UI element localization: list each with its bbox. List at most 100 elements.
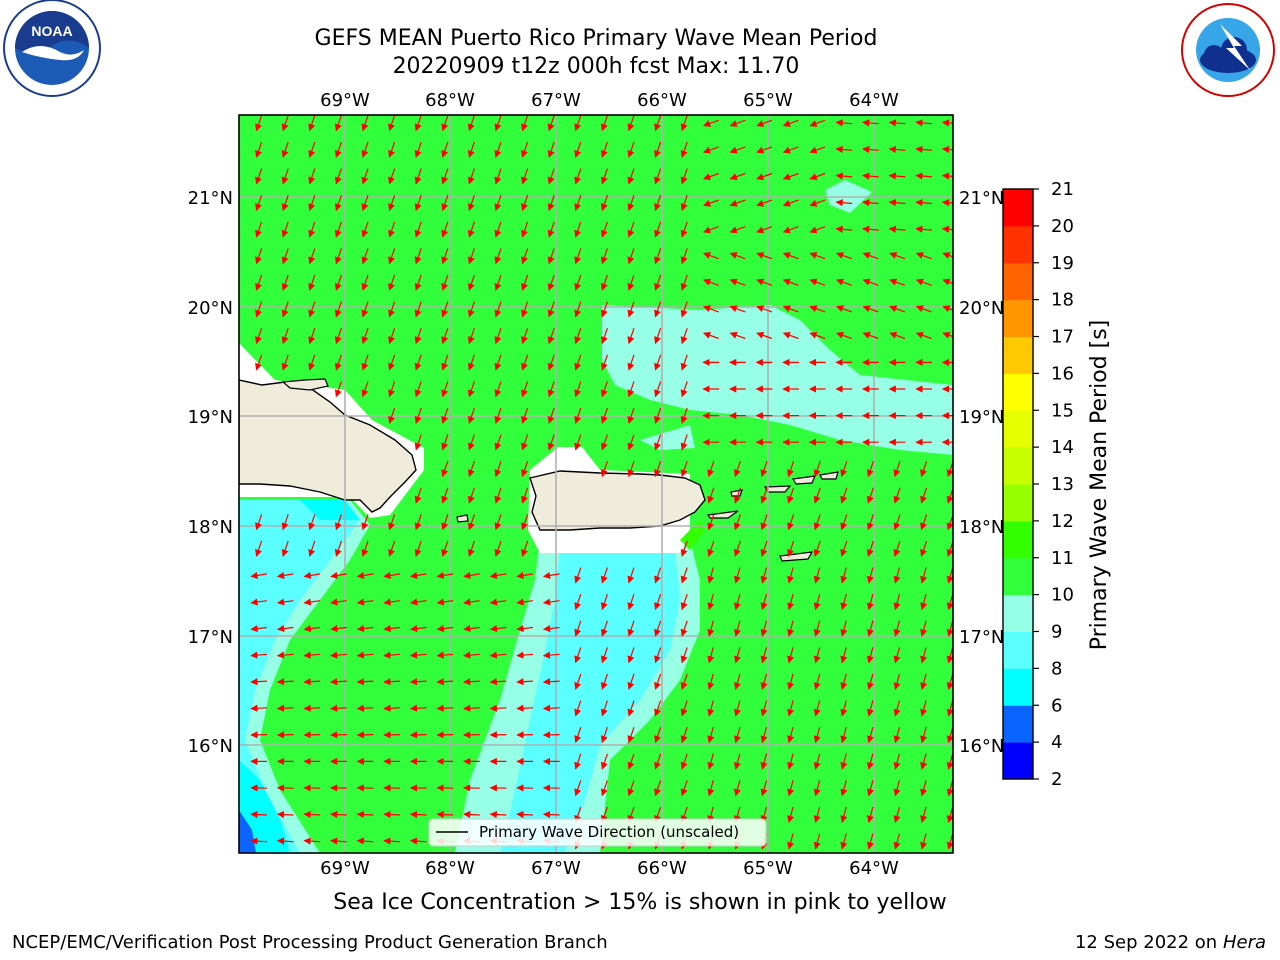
wave-direction-arrow bbox=[436, 624, 454, 633]
wave-direction-arrow bbox=[441, 434, 449, 451]
colorbar-tick-label: 9 bbox=[1051, 622, 1062, 643]
wave-direction-arrow bbox=[356, 810, 374, 819]
colorbar-tick-label: 19 bbox=[1051, 253, 1074, 274]
map-frame bbox=[238, 114, 954, 854]
wave-direction-arrow bbox=[441, 354, 449, 371]
wave-direction-arrow bbox=[866, 647, 874, 664]
wave-direction-arrow bbox=[521, 487, 529, 504]
wave-direction-arrow bbox=[862, 225, 879, 233]
wave-direction-arrow bbox=[680, 274, 688, 291]
wave-direction-arrow bbox=[467, 381, 475, 398]
wave-direction-arrow bbox=[255, 514, 263, 531]
wave-direction-arrow bbox=[920, 806, 928, 823]
wave-direction-arrow bbox=[467, 354, 475, 371]
wave-direction-arrow bbox=[941, 225, 953, 233]
wave-direction-arrow bbox=[889, 305, 906, 313]
wave-direction-arrow bbox=[467, 195, 475, 212]
wave-direction-arrow bbox=[600, 673, 608, 690]
wave-direction-arrow bbox=[840, 673, 848, 690]
wave-direction-arrow bbox=[574, 248, 582, 265]
wave-direction-arrow bbox=[813, 753, 821, 770]
wave-direction-arrow bbox=[250, 571, 267, 580]
wave-direction-arrow bbox=[680, 567, 688, 584]
wave-direction-arrow bbox=[409, 651, 427, 659]
wave-direction-arrow bbox=[840, 780, 848, 797]
wave-direction-arrow bbox=[441, 540, 449, 557]
wave-direction-arrow bbox=[782, 278, 799, 286]
wave-direction-arrow bbox=[281, 328, 289, 345]
wave-direction-arrow bbox=[680, 727, 688, 744]
wave-direction-arrow bbox=[680, 673, 688, 690]
wave-direction-arrow bbox=[414, 514, 422, 531]
wave-direction-arrow bbox=[627, 115, 635, 132]
wave-direction-arrow bbox=[813, 620, 821, 637]
wave-direction-arrow bbox=[654, 673, 662, 690]
wave-direction-arrow bbox=[782, 305, 799, 313]
wave-direction-arrow bbox=[862, 278, 879, 286]
wave-direction-arrow bbox=[414, 487, 422, 504]
wave-direction-arrow bbox=[809, 226, 826, 234]
colorbar-segment bbox=[1003, 262, 1033, 301]
wave-direction-arrow bbox=[521, 168, 529, 185]
wave-direction-arrow bbox=[915, 305, 932, 313]
lon-label-top: 69°W bbox=[320, 90, 370, 111]
wave-direction-arrow bbox=[600, 594, 608, 611]
wave-direction-arrow bbox=[654, 221, 662, 238]
wave-direction-arrow bbox=[521, 434, 529, 451]
wave-direction-arrow bbox=[920, 647, 928, 664]
wave-direction-arrow bbox=[787, 673, 795, 690]
wave-direction-arrow bbox=[276, 837, 294, 845]
wave-direction-arrow bbox=[862, 172, 879, 180]
wave-direction-arrow bbox=[388, 248, 396, 265]
wave-direction-arrow bbox=[787, 593, 795, 611]
wave-direction-arrow bbox=[915, 119, 933, 127]
wave-direction-arrow bbox=[760, 673, 768, 690]
colorbar-segment bbox=[1003, 373, 1033, 411]
wave-direction-arrow bbox=[654, 115, 662, 132]
wave-direction-arrow bbox=[489, 598, 507, 606]
wave-direction-arrow bbox=[707, 514, 715, 531]
wave-direction-arrow bbox=[787, 540, 795, 557]
wave-direction-arrow bbox=[250, 651, 268, 659]
wave-direction-arrow bbox=[787, 726, 795, 744]
lon-label-top: 67°W bbox=[531, 90, 581, 111]
wave-direction-arrow bbox=[334, 274, 342, 291]
wave-direction-arrow bbox=[494, 434, 502, 451]
wave-direction-arrow bbox=[356, 651, 374, 659]
lon-label-bottom: 64°W bbox=[849, 858, 899, 879]
wave-direction-arrow bbox=[494, 115, 502, 132]
chart-title: GEFS MEAN Puerto Rico Primary Wave Mean … bbox=[314, 26, 878, 51]
wave-direction-arrow bbox=[729, 226, 746, 234]
lat-label-right: 19°N bbox=[959, 407, 1004, 428]
wave-direction-arrow bbox=[915, 225, 933, 233]
wave-direction-arrow bbox=[627, 407, 635, 424]
wave-direction-arrow bbox=[946, 753, 953, 770]
wave-direction-arrow bbox=[809, 199, 826, 207]
wave-direction-arrow bbox=[733, 726, 741, 744]
wave-direction-arrow bbox=[467, 115, 475, 132]
wave-direction-arrow bbox=[489, 678, 507, 686]
wave-direction-arrow bbox=[574, 700, 582, 717]
lon-label-bottom: 65°W bbox=[743, 858, 793, 879]
wave-direction-arrow bbox=[600, 221, 608, 238]
wave-direction-arrow bbox=[308, 514, 316, 531]
wave-direction-arrow bbox=[494, 221, 502, 238]
lat-label-left: 18°N bbox=[188, 517, 233, 538]
wave-direction-arrow bbox=[281, 195, 289, 212]
wave-direction-arrow bbox=[889, 278, 906, 286]
wave-direction-arrow bbox=[703, 199, 719, 207]
wave-direction-arrow bbox=[388, 221, 396, 238]
wave-direction-arrow bbox=[782, 226, 799, 234]
wave-direction-arrow bbox=[414, 141, 422, 158]
wave-direction-arrow bbox=[600, 753, 608, 770]
wave-direction-arrow bbox=[946, 700, 953, 717]
wave-direction-arrow bbox=[707, 620, 715, 637]
wave-direction-arrow bbox=[654, 354, 662, 371]
wave-direction-arrow bbox=[889, 331, 906, 340]
wave-direction-arrow bbox=[250, 624, 267, 633]
wave-direction-arrow bbox=[308, 354, 316, 371]
wave-direction-arrow bbox=[733, 700, 741, 717]
wave-direction-arrow bbox=[707, 540, 715, 557]
wave-direction-arrow bbox=[361, 274, 369, 291]
wave-direction-arrow bbox=[627, 221, 635, 238]
